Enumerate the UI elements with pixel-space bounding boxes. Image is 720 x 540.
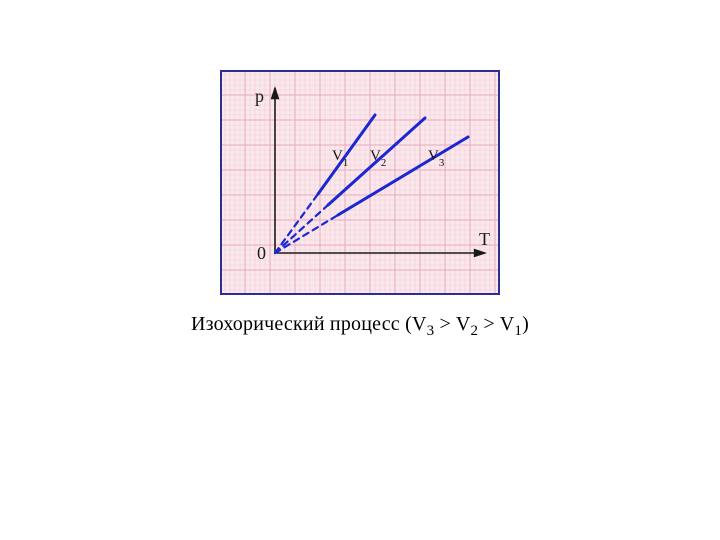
chart-svg: pT0V1V2V3 bbox=[220, 70, 500, 295]
caption-v1: V bbox=[500, 313, 515, 335]
caption-gt2: > bbox=[478, 313, 500, 335]
caption-v2: V bbox=[456, 313, 471, 335]
caption-prefix: Изохорический процесс ( bbox=[191, 313, 412, 335]
caption-gt1: > bbox=[434, 313, 456, 335]
caption-suffix: ) bbox=[522, 313, 529, 335]
figure-caption: Изохорический процесс (V3 > V2 > V1) bbox=[191, 313, 529, 340]
caption-sub1: 1 bbox=[514, 323, 522, 339]
y-axis-label: p bbox=[255, 86, 264, 106]
isochoric-chart: pT0V1V2V3 bbox=[220, 70, 500, 295]
caption-v3: V bbox=[412, 313, 427, 335]
origin-label: 0 bbox=[257, 243, 266, 263]
x-axis-label: T bbox=[479, 229, 490, 249]
